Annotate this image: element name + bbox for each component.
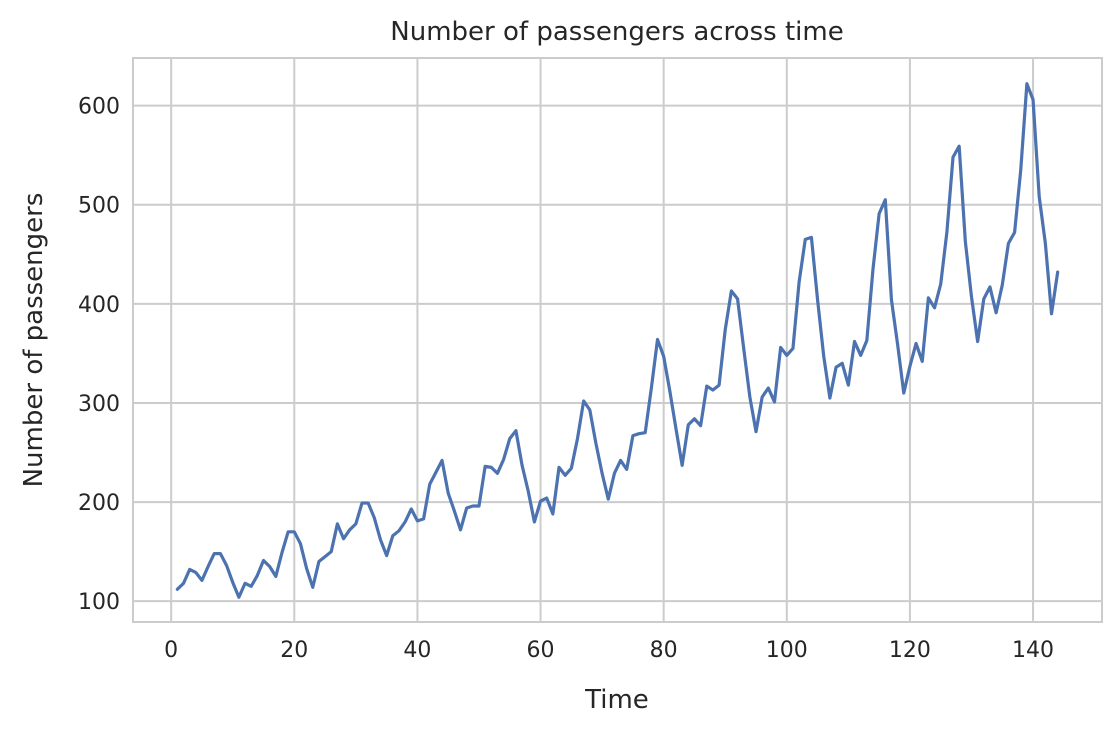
y-tick-label: 400 <box>78 293 120 318</box>
series-group <box>175 82 1060 599</box>
plot-area-frame <box>132 57 1103 623</box>
x-axis-label: Time <box>584 685 649 715</box>
y-tick-label: 300 <box>78 392 120 417</box>
x-tick-label: 140 <box>1012 638 1054 663</box>
y-tick-label: 600 <box>78 95 120 120</box>
x-tick-labels: 0 20 40 60 80 100 120 140 <box>164 638 1054 663</box>
y-axis-label: Number of passengers <box>19 193 49 488</box>
x-tick-label: 20 <box>280 638 308 663</box>
x-tick-label: 80 <box>650 638 678 663</box>
x-tick-label: 40 <box>403 638 431 663</box>
x-tick-label: 120 <box>889 638 931 663</box>
chart-title: Number of passengers across time <box>390 17 843 47</box>
x-gridlines <box>170 58 1035 622</box>
x-tick-label: 100 <box>766 638 808 663</box>
y-tick-labels: 100 200 300 400 500 600 <box>78 95 120 616</box>
x-tick-label: 0 <box>164 638 178 663</box>
series-line-0 <box>175 82 1060 599</box>
y-gridlines <box>133 104 1102 603</box>
y-tick-label: 100 <box>78 590 120 615</box>
y-tick-label: 200 <box>78 491 120 516</box>
x-tick-label: 60 <box>527 638 555 663</box>
y-tick-label: 500 <box>78 194 120 219</box>
